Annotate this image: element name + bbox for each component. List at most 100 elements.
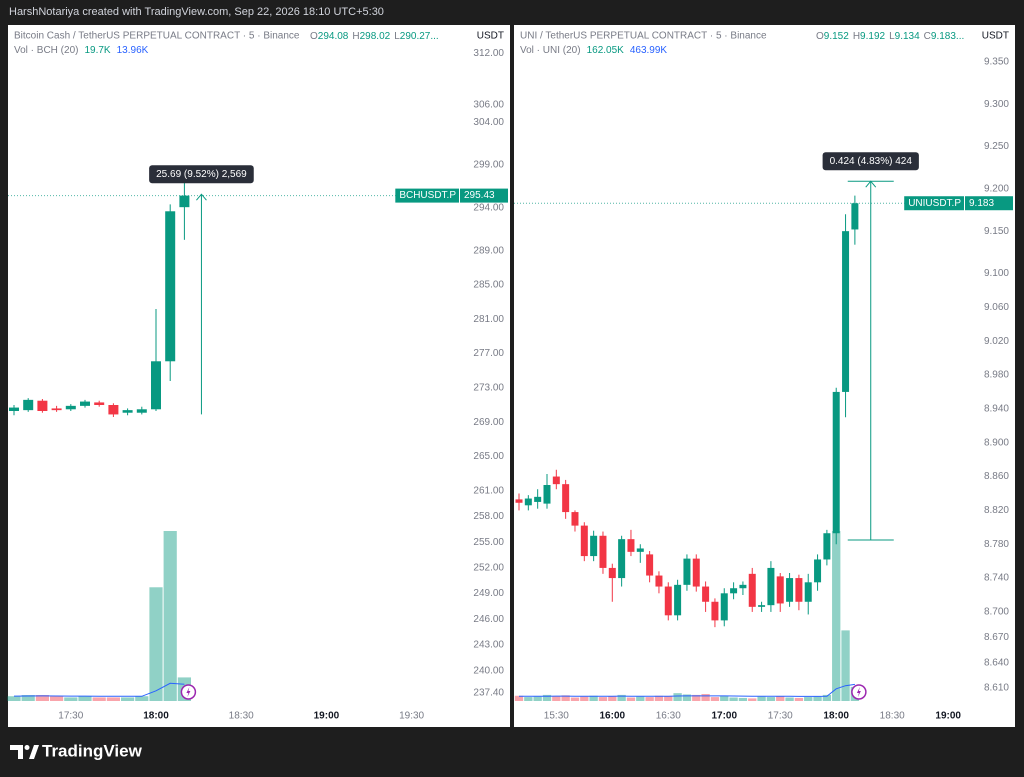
x-tick-label: 18:30 bbox=[229, 711, 254, 722]
volume-bar bbox=[35, 695, 49, 701]
ohlc-value: 9.192 bbox=[860, 31, 885, 42]
candle-body bbox=[795, 578, 803, 602]
volume-bar bbox=[626, 697, 636, 701]
symbol: UNI / TetherUS PERPETUAL CONTRACT · 5 · … bbox=[520, 31, 767, 42]
candle-body bbox=[804, 582, 812, 602]
candle-body bbox=[590, 535, 598, 557]
candle-body bbox=[683, 558, 691, 585]
candle-body bbox=[674, 584, 682, 616]
y-tick-label: 246.00 bbox=[473, 614, 504, 625]
ohlc-value: 9.134 bbox=[895, 31, 920, 42]
volume-bar bbox=[785, 697, 794, 701]
y-tick-label: 8.670 bbox=[984, 632, 1009, 643]
y-tick-label: 269.00 bbox=[473, 417, 504, 428]
x-tick-label: 17:30 bbox=[768, 711, 793, 722]
volume-bar bbox=[729, 697, 738, 701]
x-tick-label: 18:00 bbox=[143, 711, 169, 722]
volume-ma-line bbox=[519, 683, 855, 697]
x-tick-label: 16:30 bbox=[656, 711, 681, 722]
y-tick-label: 8.860 bbox=[984, 471, 1009, 482]
y-tick-label: 261.00 bbox=[473, 485, 504, 496]
candle-body bbox=[80, 401, 90, 406]
volume-value: 463.99K bbox=[630, 45, 668, 56]
y-tick-label: 265.00 bbox=[473, 451, 504, 462]
ohlc-value: 294.08 bbox=[318, 31, 349, 42]
y-tick-label: 304.00 bbox=[473, 117, 504, 128]
y-tick-label: 299.00 bbox=[473, 160, 504, 171]
candle-body bbox=[37, 400, 48, 411]
measure-label-box bbox=[149, 165, 254, 184]
x-tick-label: 17:30 bbox=[58, 711, 83, 722]
ohlc-key: O bbox=[310, 31, 318, 42]
y-tick-label: 8.610 bbox=[984, 683, 1009, 694]
volume-ma-line bbox=[13, 682, 185, 697]
volume-bar bbox=[617, 694, 626, 701]
y-tick-label: 8.940 bbox=[984, 403, 1009, 414]
ohlc-key: C bbox=[924, 31, 931, 42]
y-tick-label: 8.900 bbox=[984, 437, 1009, 448]
candle-body bbox=[730, 588, 738, 594]
measure-label-box bbox=[822, 152, 919, 171]
y-tick-label: 285.00 bbox=[473, 280, 504, 291]
volume-bar bbox=[7, 696, 21, 701]
volume-bar bbox=[21, 695, 35, 701]
ohlc-key: L bbox=[889, 31, 895, 42]
ohlc-value: 9.183... bbox=[931, 31, 964, 42]
y-tick-label: 243.00 bbox=[473, 640, 504, 651]
volume-bar bbox=[701, 694, 710, 701]
x-tick-label: 16:00 bbox=[600, 711, 626, 722]
symbol: Bitcoin Cash / TetherUS PERPETUAL CONTRA… bbox=[14, 31, 300, 42]
event-badge-icon bbox=[186, 687, 191, 697]
y-tick-label: 289.00 bbox=[473, 245, 504, 256]
y-tick-label: 8.640 bbox=[984, 657, 1009, 668]
y-tick-label: 277.00 bbox=[473, 348, 504, 359]
volume-bar bbox=[757, 696, 766, 701]
x-tick-label: 18:30 bbox=[880, 711, 905, 722]
volume-bar bbox=[533, 696, 542, 701]
volume-value: 13.96K bbox=[117, 45, 149, 56]
volume-bar bbox=[813, 696, 822, 701]
volume-bar bbox=[570, 697, 580, 701]
volume-value: 162.05K bbox=[587, 45, 625, 56]
volume-bar bbox=[149, 587, 163, 701]
y-tick-label: 9.300 bbox=[984, 99, 1009, 110]
volume-bar bbox=[832, 531, 841, 701]
candle-body bbox=[664, 586, 672, 616]
ohlc-value: 298.02 bbox=[360, 31, 391, 42]
candle-body bbox=[739, 584, 747, 589]
candle-body bbox=[748, 573, 756, 607]
candle-body bbox=[65, 405, 76, 410]
candle-body bbox=[711, 601, 719, 621]
x-tick-label: 19:00 bbox=[314, 711, 340, 722]
volume-legend: Vol · UNI (20) 162.05K 463.99K bbox=[520, 45, 667, 56]
candle-body bbox=[165, 211, 176, 362]
candle-body bbox=[692, 558, 700, 587]
left-panel bbox=[8, 25, 510, 727]
volume-legend: Vol · BCH (20) 19.7K 13.96K bbox=[14, 45, 149, 56]
volume-bar bbox=[636, 696, 645, 701]
candle-body bbox=[94, 402, 105, 405]
volume-bar bbox=[92, 697, 106, 701]
y-tick-label: 9.100 bbox=[984, 268, 1009, 279]
volume-bar bbox=[645, 697, 654, 701]
chart: UNI / TetherUS PERPETUAL CONTRACT · 5 · … bbox=[514, 31, 1013, 722]
ohlc-legend: O294.08 H298.02 L290.27... bbox=[310, 31, 439, 42]
currency: USDT bbox=[982, 31, 1009, 42]
volume-bar bbox=[50, 696, 64, 701]
y-tick-label: 9.060 bbox=[984, 302, 1009, 313]
volume-bar bbox=[121, 697, 135, 701]
candle-body bbox=[515, 499, 523, 503]
price-value: 9.183 bbox=[969, 198, 994, 209]
y-tick-label: 9.020 bbox=[984, 336, 1009, 347]
candle-body bbox=[655, 575, 663, 587]
chart: Bitcoin Cash / TetherUS PERPETUAL CONTRA… bbox=[7, 31, 508, 722]
right-panel bbox=[514, 25, 1015, 727]
measure-label: 25.69 (9.52%) 2,569 bbox=[156, 169, 247, 180]
price-value: 295.43 bbox=[464, 190, 495, 201]
y-tick-label: 8.740 bbox=[984, 573, 1009, 584]
candle-body bbox=[108, 405, 119, 415]
y-tick-label: 273.00 bbox=[473, 382, 504, 393]
volume-bar bbox=[580, 696, 589, 701]
volume-bar bbox=[682, 694, 692, 701]
